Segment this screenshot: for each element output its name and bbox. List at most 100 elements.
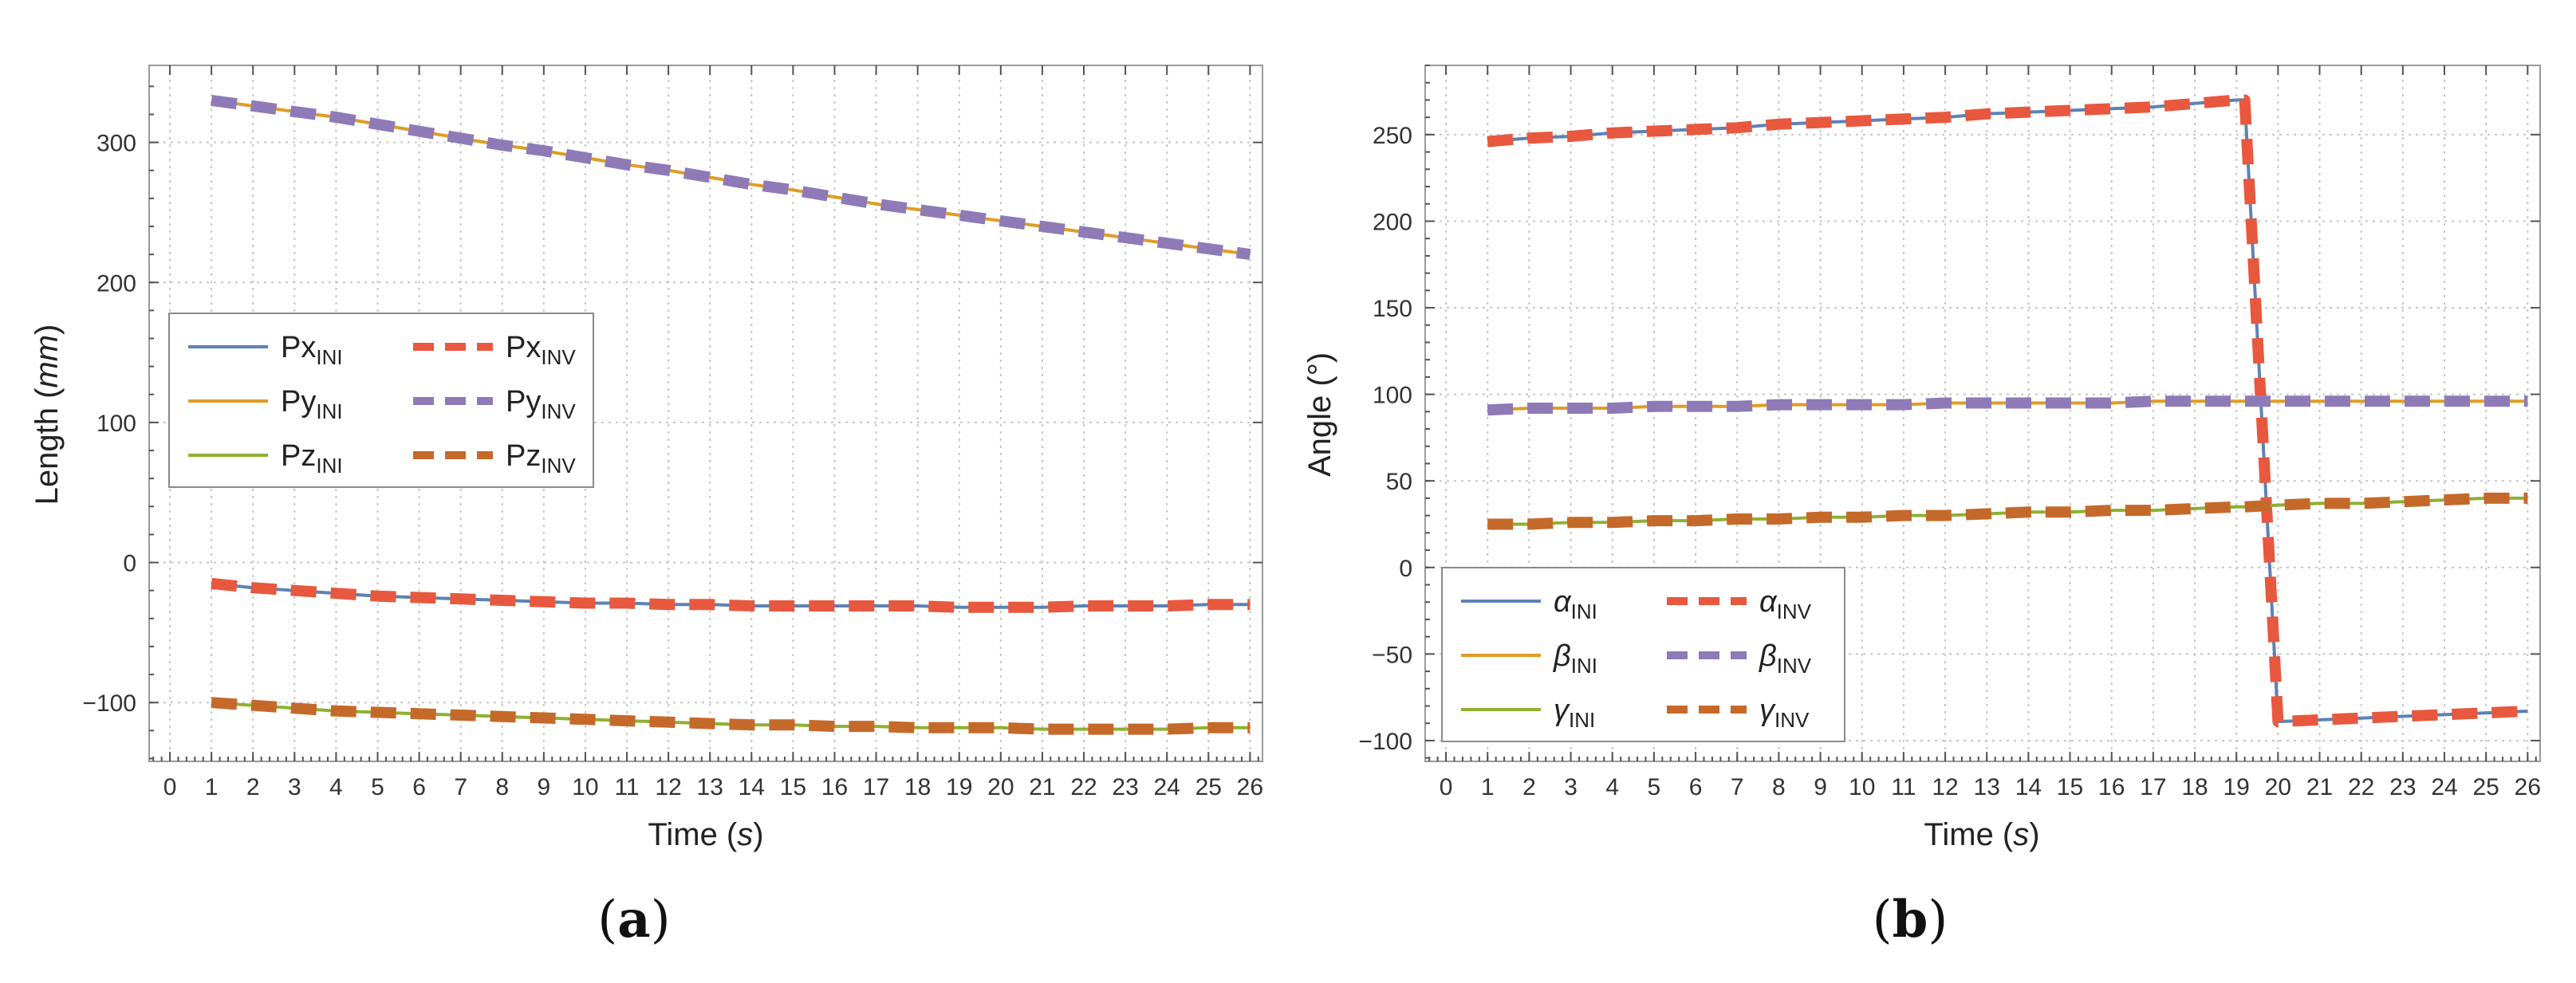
- x-tick-label: 8: [495, 774, 509, 800]
- y-axis-label-text: Angle (: [1302, 376, 1337, 477]
- x-tick-label: 18: [904, 774, 931, 800]
- y-tick-label: 150: [1373, 296, 1412, 322]
- x-tick-label: 1: [1481, 774, 1495, 800]
- legend-label-base: Py: [281, 385, 316, 419]
- series-line-py-inv: [211, 94, 1251, 261]
- x-tick-label: 3: [1564, 774, 1578, 800]
- series-line-gamma-inv: [1487, 492, 2528, 530]
- y-axis-label-text: Length (: [30, 387, 65, 505]
- x-tick-label: 20: [987, 774, 1014, 800]
- x-tick-label: 16: [2098, 774, 2125, 800]
- legend-label-sub: INV: [1777, 654, 1812, 678]
- x-tick-label: 12: [655, 774, 681, 800]
- x-tick-label: 21: [2306, 774, 2333, 800]
- x-tick-label: 21: [1029, 774, 1055, 800]
- x-tick-label: 17: [2140, 774, 2166, 800]
- legend-label-base: Px: [506, 331, 541, 364]
- x-tick-label: 15: [780, 774, 806, 800]
- y-tick-label: 0: [1399, 556, 1412, 582]
- x-tick-label: 12: [1932, 774, 1958, 800]
- y-axis-label-close: ): [1302, 352, 1337, 363]
- y-axis-label-close: ): [30, 324, 65, 335]
- x-tick-label: 19: [946, 774, 972, 800]
- panel-label-letter: a: [617, 890, 650, 950]
- y-tick-label: −50: [1372, 642, 1412, 668]
- y-tick-label: 300: [97, 131, 136, 157]
- x-tick-label: 4: [1605, 774, 1619, 800]
- x-tick-label: 18: [2181, 774, 2208, 800]
- x-tick-label: 26: [2515, 774, 2541, 800]
- x-tick-label: 0: [1440, 774, 1453, 800]
- legend-label-gamma-inv: γINV: [1759, 694, 1810, 732]
- y-tick-label: 200: [1373, 209, 1412, 235]
- legend-label-py-ini: PyINI: [281, 385, 343, 423]
- x-tick-label: 24: [2431, 774, 2457, 800]
- series-group: [1487, 94, 2528, 728]
- y-tick-label: 100: [97, 411, 136, 437]
- legend-label-base: β: [1553, 639, 1571, 673]
- legend-label-pz-ini: PzINI: [281, 439, 343, 478]
- chart-panel-a: 0 1 2 3 4 5 6 7 8 9 10 11 12 13 14 15 16 17 18 19 20 21 22 23 24…: [30, 65, 1263, 950]
- legend-label-base: Px: [281, 331, 316, 364]
- legend-label-sub: INI: [316, 454, 342, 478]
- x-tick-label: 8: [1772, 774, 1786, 800]
- panel-label-letter: b: [1893, 890, 1928, 950]
- panel-label: (b): [1873, 890, 1948, 950]
- x-tick-label: 20: [2265, 774, 2291, 800]
- series-line-alpha-inv: [1487, 94, 2528, 728]
- panel-label-close: ): [1928, 891, 1948, 950]
- x-tick-label: 1: [205, 774, 219, 800]
- x-tick-label: 4: [329, 774, 343, 800]
- x-tick-label: 26: [1237, 774, 1263, 800]
- panel-label-open: (: [1873, 891, 1893, 950]
- x-tick-label: 6: [412, 774, 426, 800]
- x-tick-label: 9: [538, 774, 551, 800]
- x-tick-label: 0: [163, 774, 177, 800]
- legend-label-base: Pz: [506, 439, 541, 473]
- legend-label-sub: INV: [541, 345, 576, 369]
- x-tick-label: 17: [863, 774, 889, 800]
- x-tick-label: 23: [1112, 774, 1138, 800]
- x-tick-label: 6: [1689, 774, 1703, 800]
- x-tick-label: 5: [1648, 774, 1661, 800]
- x-tick-label: 24: [1154, 774, 1180, 800]
- legend-label-base: Pz: [281, 439, 316, 473]
- legend-label-base: α: [1759, 585, 1778, 619]
- legend-label-base: γ: [1759, 694, 1776, 727]
- legend-label-base: γ: [1554, 694, 1570, 727]
- x-tick-label: 22: [2348, 774, 2374, 800]
- x-axis-label-text: Time (: [1924, 817, 2014, 852]
- legend-label-base: Py: [506, 385, 541, 419]
- legend-label-px-ini: PxINI: [281, 331, 343, 369]
- legend-label-gamma-ini: γINI: [1554, 694, 1595, 732]
- x-tick-label: 13: [697, 774, 723, 800]
- legend-label-beta-inv: βINV: [1759, 639, 1812, 678]
- x-tick-label: 23: [2389, 774, 2416, 800]
- x-tick-label: 14: [2015, 774, 2042, 800]
- y-tick-label: 200: [97, 270, 136, 297]
- x-tick-label: 2: [1522, 774, 1536, 800]
- legend-label-sub: INI: [1571, 600, 1597, 623]
- legend-label-sub: INV: [541, 399, 576, 423]
- panel-label-close: ): [651, 891, 671, 950]
- y-tick-label: 50: [1386, 469, 1412, 495]
- legend-label-pz-inv: PzINV: [506, 439, 576, 478]
- legend-label-sub: INI: [1571, 654, 1597, 678]
- y-axis-label: Length (mm): [30, 324, 65, 505]
- x-axis-label: Time (s): [648, 817, 763, 852]
- x-tick-label: 15: [2057, 774, 2083, 800]
- series-line-beta-inv: [1487, 395, 2528, 416]
- y-axis-unit: mm: [30, 335, 65, 388]
- legend-label-alpha-inv: αINV: [1759, 585, 1812, 623]
- y-tick-label: −100: [82, 690, 136, 717]
- plot-frame: [1424, 65, 2541, 762]
- x-tick-label: 5: [371, 774, 384, 800]
- x-tick-label: 2: [246, 774, 260, 800]
- x-axis-unit: s: [737, 817, 753, 852]
- legend-label-sub: INI: [316, 399, 342, 423]
- y-tick-label: 250: [1373, 123, 1412, 149]
- panel-label: (a): [597, 890, 670, 950]
- legend-label-base: β: [1759, 639, 1777, 673]
